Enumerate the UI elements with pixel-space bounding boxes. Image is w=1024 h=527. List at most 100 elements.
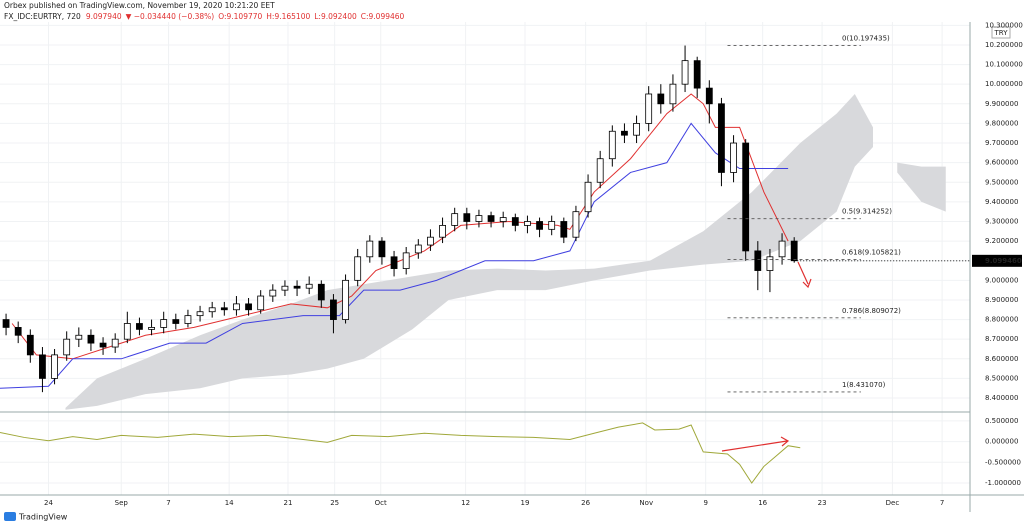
y-tick-label: 10.100000 <box>985 61 1023 69</box>
candle-body <box>693 60 701 89</box>
x-tick-label: 19 <box>521 499 530 507</box>
candle-body <box>511 217 519 226</box>
open: O:9.109770 <box>218 12 262 21</box>
y2-tick-label: 0.500000 <box>985 417 1018 425</box>
candle-body <box>269 289 277 297</box>
symbol: FX_IDC:EURTRY, 720 9.097940 ▼ −0.034440 (−… <box>4 12 405 21</box>
candle-body <box>257 295 265 311</box>
y-tick-label: 9.500000 <box>985 178 1018 186</box>
candle-body <box>681 60 689 85</box>
candle-body <box>572 211 580 238</box>
plot <box>0 45 970 484</box>
last: 9.097940 <box>86 12 122 21</box>
candle-body <box>208 307 216 313</box>
candle-body <box>524 221 531 226</box>
candle-body <box>790 240 798 262</box>
y-tick-label: 8.600000 <box>985 355 1018 363</box>
candle-body <box>75 334 83 340</box>
y-tick-label: 9.300000 <box>985 217 1018 225</box>
candle-body <box>742 142 750 252</box>
x-tick-label: 23 <box>818 499 827 507</box>
footer: TradingView <box>18 513 68 522</box>
candle-body <box>402 252 410 269</box>
candle-body <box>608 130 616 160</box>
y-tick-label: 8.400000 <box>985 394 1018 402</box>
y-tick-label: 9.700000 <box>985 139 1018 147</box>
candle-body <box>754 250 762 271</box>
x-tick-label: Dec <box>886 499 900 507</box>
candle-body <box>427 236 434 246</box>
arrow <box>797 261 812 289</box>
x-tick-label: Oct <box>375 499 387 507</box>
candle-body <box>499 217 507 222</box>
indicator-line <box>11 93 789 360</box>
candle-body <box>51 354 58 379</box>
x-tick-label: 7 <box>166 499 170 507</box>
candle-body <box>645 93 653 124</box>
x-tick-label: 7 <box>940 499 944 507</box>
y-tick-label: 8.700000 <box>985 335 1018 343</box>
candle-body <box>669 83 677 105</box>
fib-label: 0.786(8.809072) <box>842 307 901 315</box>
candle-body <box>657 93 665 105</box>
x-tick-label: Sep <box>115 499 129 507</box>
candle-body <box>621 130 628 136</box>
candle-body <box>26 334 34 356</box>
y-tick-label: 9.900000 <box>985 100 1018 108</box>
y2-tick-label: 0.000000 <box>985 438 1018 446</box>
x-tick-label: 12 <box>461 499 470 507</box>
candle-body <box>439 225 446 238</box>
candle-body <box>2 319 10 328</box>
candle-body <box>184 315 192 324</box>
x-tick-label: Nov <box>639 499 653 507</box>
last-price-box <box>972 254 1022 267</box>
change: ▼ −0.034440 (−0.38%) <box>126 12 215 21</box>
close: C:9.099460 <box>361 12 405 21</box>
y2-tick-label: -0.500000 <box>985 458 1021 466</box>
y-tick-label: 8.500000 <box>985 374 1018 382</box>
candle-body <box>293 285 301 289</box>
candle-body <box>705 87 713 105</box>
y-tick-label: 10.000000 <box>985 80 1023 88</box>
candle-body <box>330 299 337 320</box>
candle-body <box>281 285 289 291</box>
candle-body <box>463 213 471 222</box>
fib-label: 0(10.197435) <box>842 34 890 42</box>
publisher: Orbex published on TradingView.com, Nove… <box>4 1 275 10</box>
currency-badge <box>991 26 1011 39</box>
candle-body <box>123 323 131 340</box>
candle-body <box>766 256 774 271</box>
x-tick-label: 21 <box>284 499 293 507</box>
y-tick-label: 9.600000 <box>985 159 1018 167</box>
logo-icon <box>4 512 16 521</box>
fib-label: 1(8.431070) <box>842 381 886 389</box>
candle-body <box>451 213 459 226</box>
candle-body <box>87 334 95 344</box>
fib-label: 0.618(9.105821) <box>842 249 901 257</box>
y-tick-label: 10.200000 <box>985 41 1023 49</box>
candle-body <box>172 319 180 324</box>
candle-body <box>414 244 422 254</box>
candle-body <box>317 283 325 301</box>
x-tick-label: 16 <box>758 499 767 507</box>
candle-body <box>233 303 240 311</box>
x-tick-label: 26 <box>581 499 590 507</box>
indicator-line <box>0 122 789 389</box>
candle-body <box>584 181 592 213</box>
candle-body <box>39 354 46 379</box>
last-price-label: 9.099460 <box>985 257 1022 265</box>
candle-body <box>99 342 107 348</box>
candle-body <box>111 338 119 348</box>
currency: TRY <box>994 29 1009 37</box>
candle-body <box>487 215 495 222</box>
candle-body <box>220 307 228 311</box>
y-tick-label: 9.200000 <box>985 237 1018 245</box>
cloud-area <box>65 93 874 410</box>
arrow <box>721 436 790 452</box>
y-tick-label: 9.800000 <box>985 119 1018 127</box>
high: H:9.165100 <box>266 12 310 21</box>
y-tick-label: 8.800000 <box>985 316 1018 324</box>
oscillator-line <box>0 422 801 484</box>
x-tick-label: 9 <box>703 499 707 507</box>
candle-body <box>778 240 786 258</box>
